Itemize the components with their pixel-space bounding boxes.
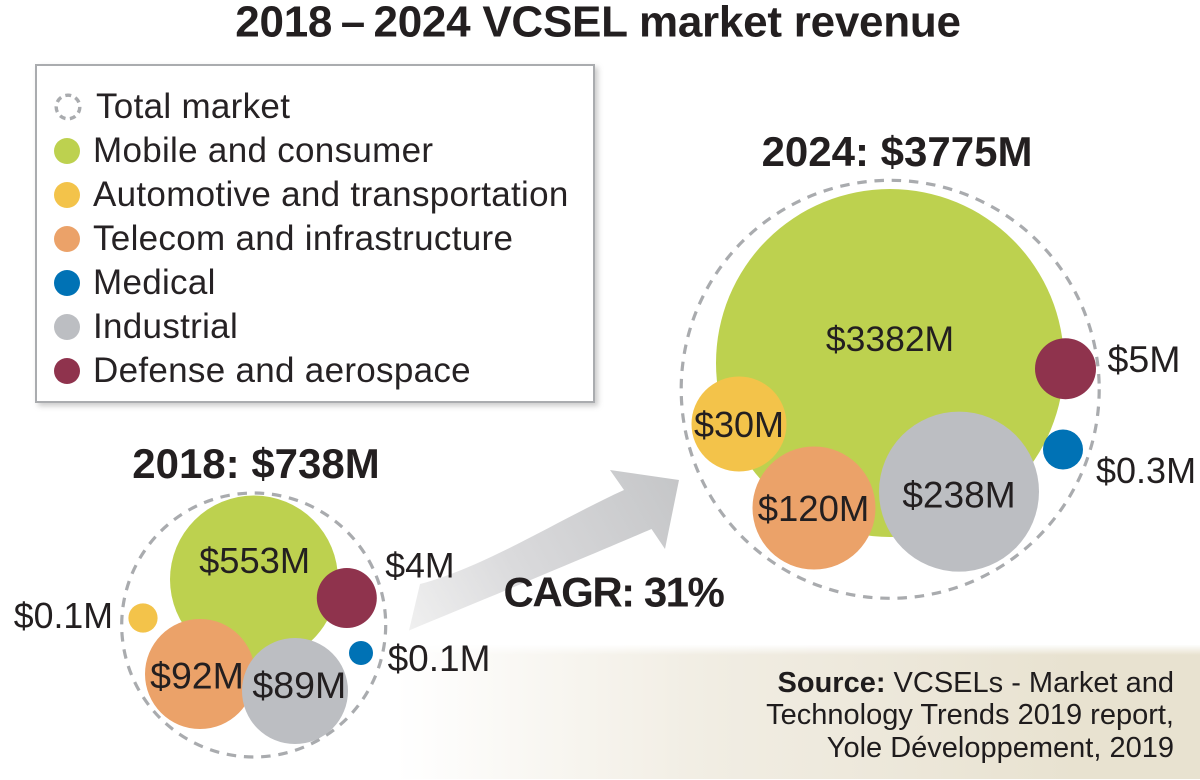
svg-text:$0.1M: $0.1M bbox=[14, 596, 113, 636]
svg-text:$92M: $92M bbox=[150, 655, 244, 697]
svg-text:$89M: $89M bbox=[252, 664, 346, 706]
svg-text:$0.1M: $0.1M bbox=[388, 638, 491, 679]
svg-text:CAGR: 31%: CAGR: 31% bbox=[504, 569, 725, 616]
svg-text:$553M: $553M bbox=[199, 540, 310, 581]
svg-text:2024: $3775M: 2024: $3775M bbox=[762, 128, 1033, 175]
svg-text:2018: $738M: 2018: $738M bbox=[132, 440, 380, 487]
svg-text:$5M: $5M bbox=[1108, 338, 1181, 380]
svg-text:$4M: $4M bbox=[385, 546, 454, 586]
svg-text:$120M: $120M bbox=[758, 488, 870, 529]
svg-text:$238M: $238M bbox=[902, 474, 1015, 516]
svg-text:$30M: $30M bbox=[694, 404, 784, 445]
svg-text:$3382M: $3382M bbox=[826, 319, 954, 359]
svg-text:2018 – 2024 VCSEL market reven: 2018 – 2024 VCSEL market revenue bbox=[235, 0, 961, 47]
svg-text:$0.3M: $0.3M bbox=[1096, 450, 1196, 491]
